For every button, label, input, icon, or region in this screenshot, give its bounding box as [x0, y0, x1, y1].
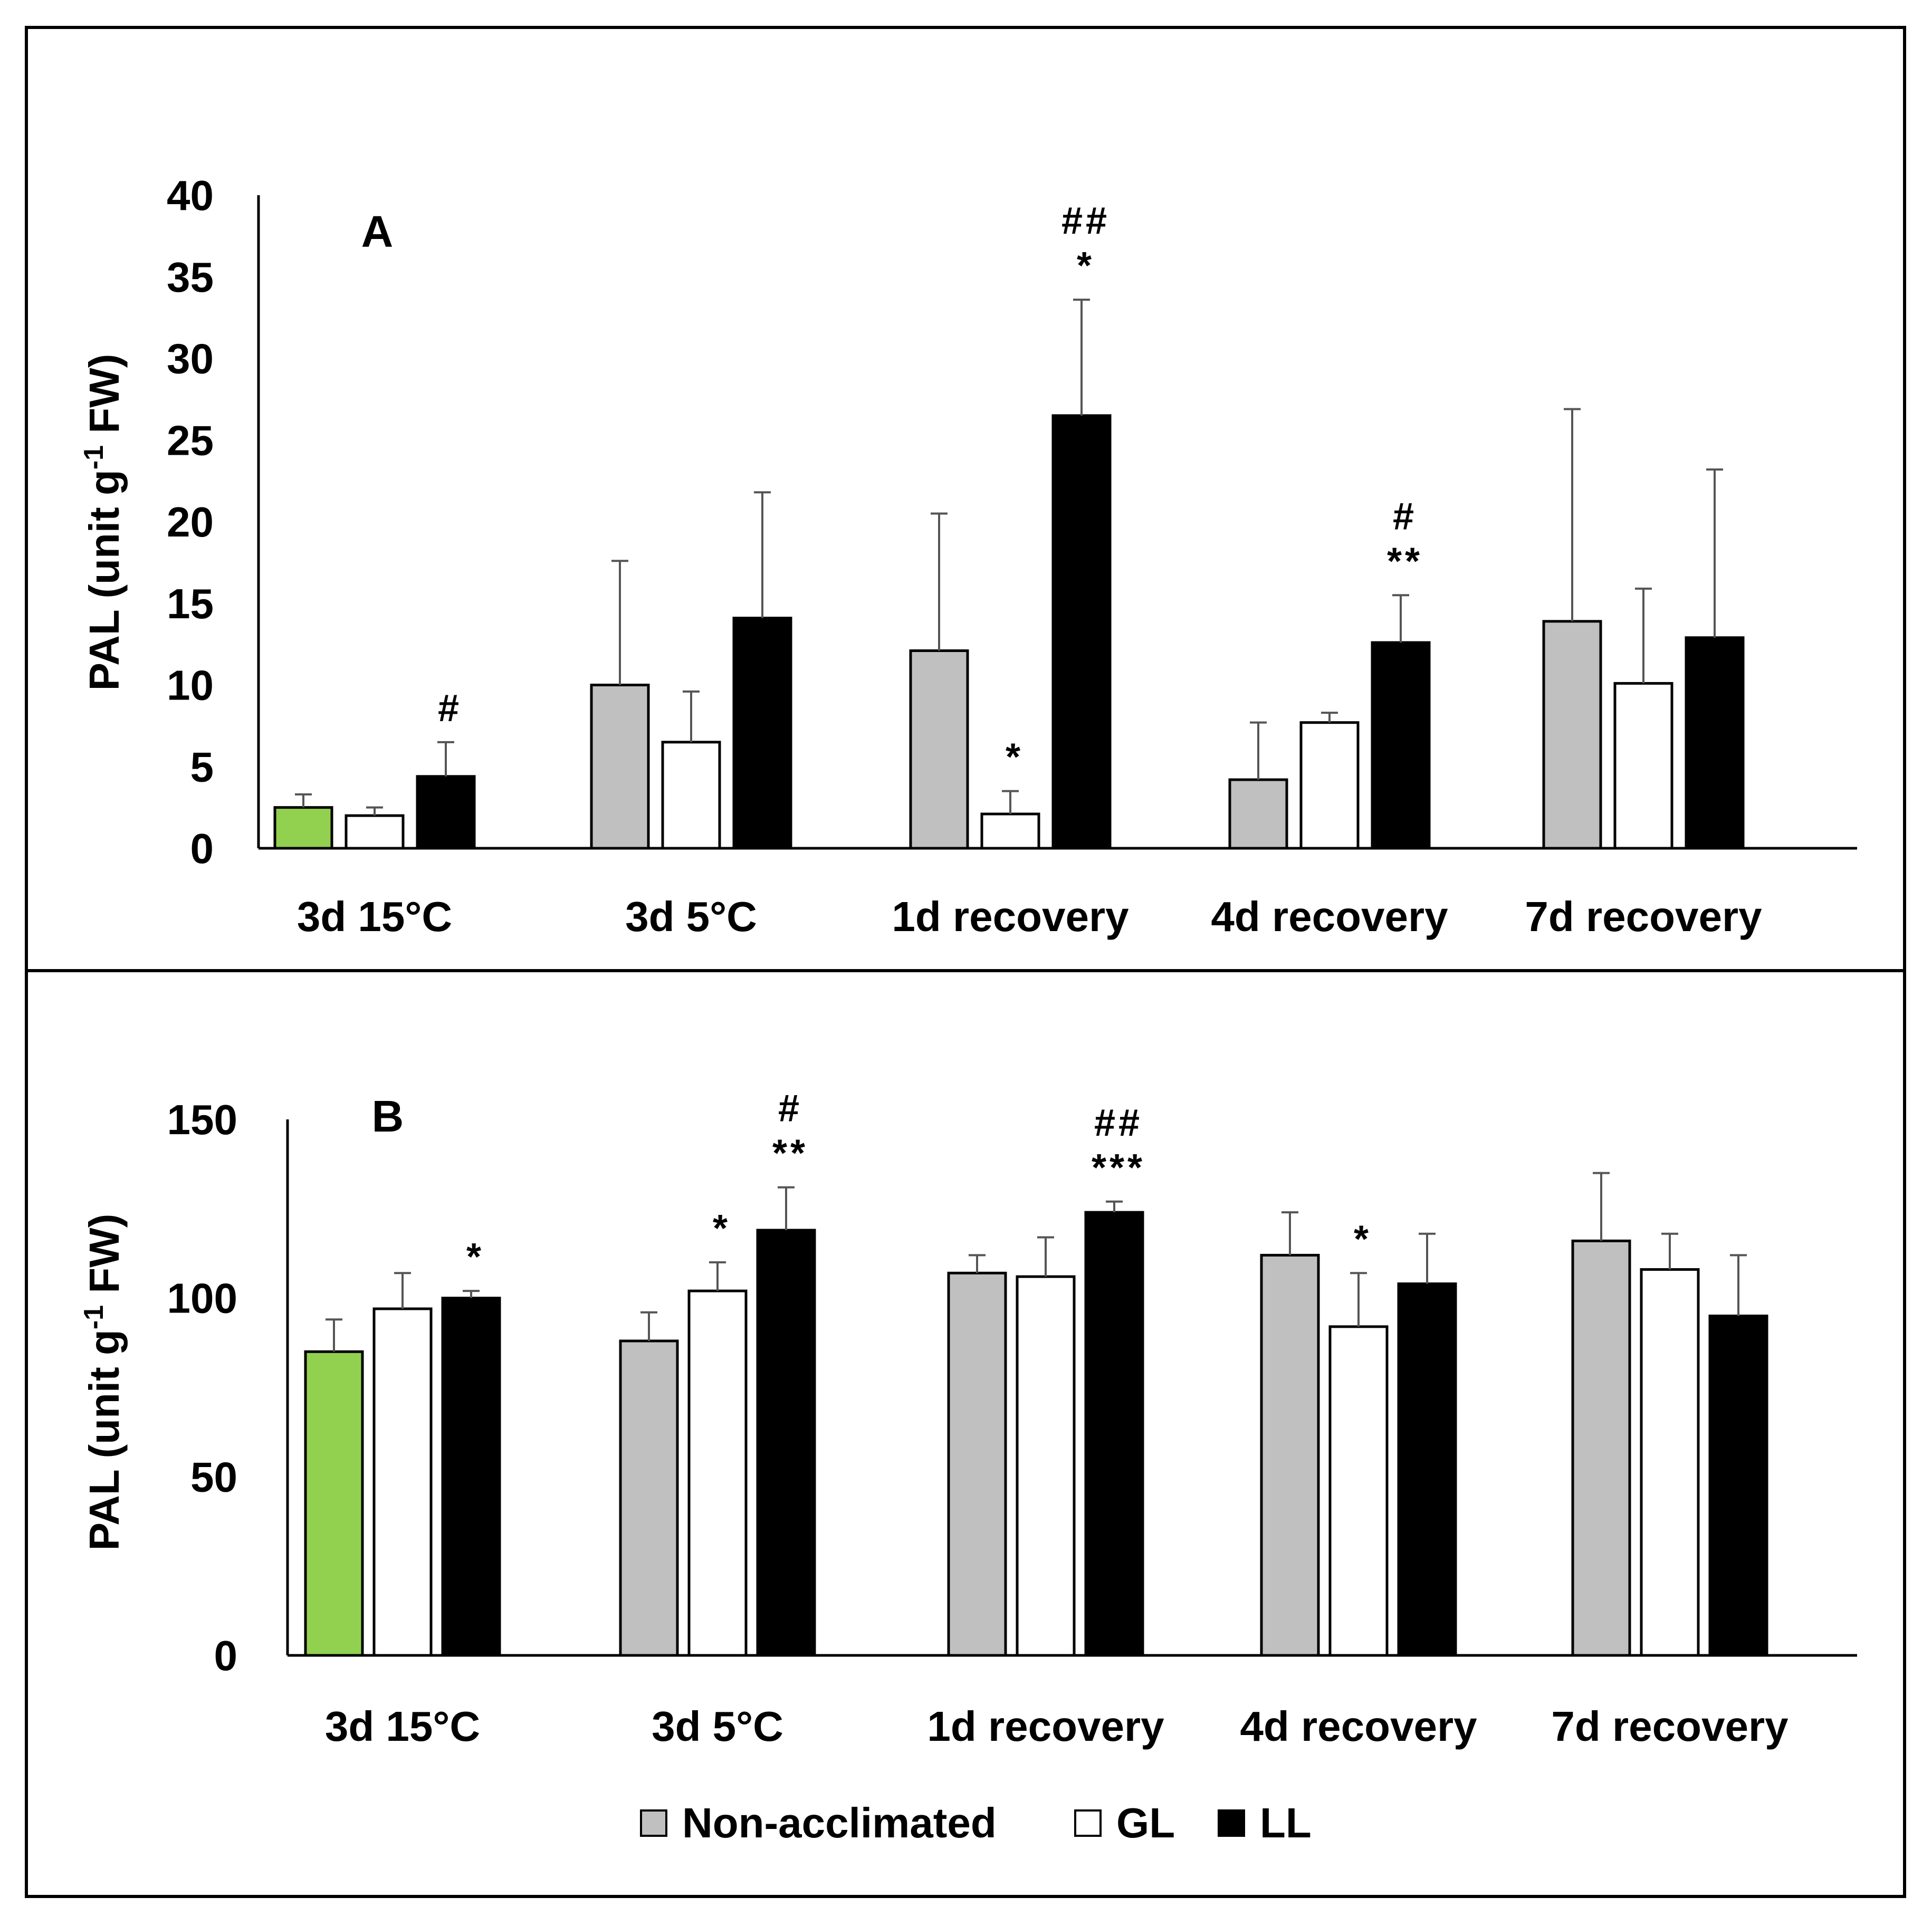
b-y-tick-label: 50: [190, 1453, 237, 1500]
a-category-label: 7d recovery: [1525, 893, 1762, 940]
a-bar-0-3: [1228, 778, 1288, 850]
a-bar-2-3: [1371, 641, 1431, 850]
a-bar-1-1: [661, 741, 721, 850]
b-significance-2-2: ***: [1092, 1147, 1145, 1189]
b-bar-1-3: [1328, 1325, 1389, 1657]
legend-swatch-nonacclimated: [640, 1809, 667, 1837]
b-bar-2-3: [1397, 1282, 1457, 1657]
b-significance-1-1: *: [713, 1208, 731, 1250]
a-category-label: 1d recovery: [892, 893, 1129, 940]
b-bar-0-1: [619, 1339, 679, 1657]
b-bar-1-0: [372, 1307, 433, 1657]
b-bar-2-4: [1708, 1315, 1768, 1657]
b-significance-2-1: #: [778, 1088, 802, 1130]
panel-a-chart: 0 5 10 15 20 25 30 35 40 A PAL (unit g-1 FW) 3d 15°…: [79, 172, 1857, 940]
legend-label-nonacclimated: Non-acclimated: [682, 1799, 997, 1846]
b-y-axis-title: PAL (unit g-1 FW): [79, 1214, 128, 1551]
b-bar-1-4: [1640, 1268, 1700, 1657]
b-bar-0-4: [1571, 1239, 1631, 1657]
a-category-label: 4d recovery: [1211, 893, 1448, 940]
a-y-tick-label: 30: [167, 336, 214, 382]
b-bar-2-2: [1084, 1211, 1144, 1657]
a-bar-1-4: [1613, 682, 1673, 850]
y-axis-title-tail: FW): [81, 1214, 128, 1305]
b-significance-2-1: **: [772, 1133, 808, 1175]
a-bar-0-4: [1542, 620, 1602, 850]
b-bar-1-1: [687, 1289, 748, 1657]
a-bar-0-0: [273, 806, 333, 850]
a-y-axis-title: PAL (unit g-1 FW): [79, 354, 128, 691]
b-bar-0-2: [947, 1271, 1007, 1657]
a-y-tick-label: 35: [167, 254, 214, 301]
a-bar-1-3: [1299, 721, 1360, 850]
b-bar-0-0: [304, 1350, 364, 1657]
a-bar-2-0: [416, 775, 476, 850]
a-significance-2-3: **: [1387, 540, 1423, 582]
a-bar-2-2: [1051, 414, 1112, 850]
legend: Non-acclimated GL LL: [640, 1799, 1312, 1846]
a-panel-label: A: [361, 207, 394, 256]
legend-swatch-ll: [1218, 1809, 1245, 1837]
y-axis-title-sup: -1: [79, 1305, 109, 1329]
a-y-tick-label: 25: [167, 417, 214, 464]
a-significance-2-2: ##: [1061, 200, 1110, 242]
b-category-label: 3d 15°C: [325, 1703, 480, 1750]
a-category-label: 3d 5°C: [625, 893, 757, 940]
legend-label-ll: LL: [1260, 1799, 1312, 1846]
b-category-label: 4d recovery: [1240, 1703, 1477, 1750]
y-axis-title-sup: -1: [79, 445, 109, 469]
b-y-tick-label: 100: [167, 1275, 237, 1322]
panel-b-chart: 0 50 100 150 B PAL (unit g-1 FW) 3d 15°C 3d 5°C…: [79, 1088, 1857, 1750]
a-significance-2-3: #: [1393, 495, 1417, 538]
legend-label-gl: GL: [1116, 1799, 1175, 1846]
a-bar-1-0: [345, 814, 405, 850]
a-y-tick-label: 20: [167, 499, 214, 545]
b-bar-0-3: [1260, 1253, 1320, 1657]
y-axis-title-main: PAL (unit g: [81, 1329, 128, 1550]
a-bar-0-2: [909, 649, 969, 850]
a-y-tick-label: 15: [167, 580, 214, 627]
b-significance-2-2: ##: [1094, 1102, 1143, 1144]
a-category-label: 3d 15°C: [297, 893, 452, 940]
y-axis-title-tail: FW): [81, 354, 128, 445]
b-y-tick-label: 150: [167, 1096, 237, 1143]
b-panel-label: B: [372, 1091, 404, 1141]
a-bar-2-4: [1685, 636, 1745, 850]
b-y-tick-label: 0: [214, 1632, 238, 1679]
b-category-label: 3d 5°C: [652, 1703, 783, 1750]
b-bar-2-1: [756, 1229, 816, 1657]
b-bar-1-2: [1016, 1275, 1076, 1657]
b-category-label: 7d recovery: [1551, 1703, 1788, 1750]
a-bar-1-2: [980, 812, 1040, 850]
b-significance-2-0: *: [466, 1236, 484, 1278]
legend-swatch-gl: [1074, 1809, 1102, 1837]
a-y-tick-label: 10: [167, 662, 214, 709]
y-axis-title-main: PAL (unit g: [81, 469, 128, 691]
b-category-label: 1d recovery: [927, 1703, 1164, 1750]
a-y-tick-label: 0: [190, 825, 214, 872]
a-significance-1-2: *: [1006, 736, 1024, 779]
a-significance-2-2: *: [1077, 245, 1095, 287]
b-bar-2-0: [441, 1297, 501, 1657]
a-bar-0-1: [590, 684, 650, 850]
a-y-tick-label: 5: [190, 743, 214, 790]
a-significance-2-0: #: [438, 687, 462, 730]
b-significance-1-3: *: [1354, 1218, 1372, 1260]
a-y-tick-label: 40: [167, 172, 214, 219]
a-bar-2-1: [732, 617, 792, 850]
